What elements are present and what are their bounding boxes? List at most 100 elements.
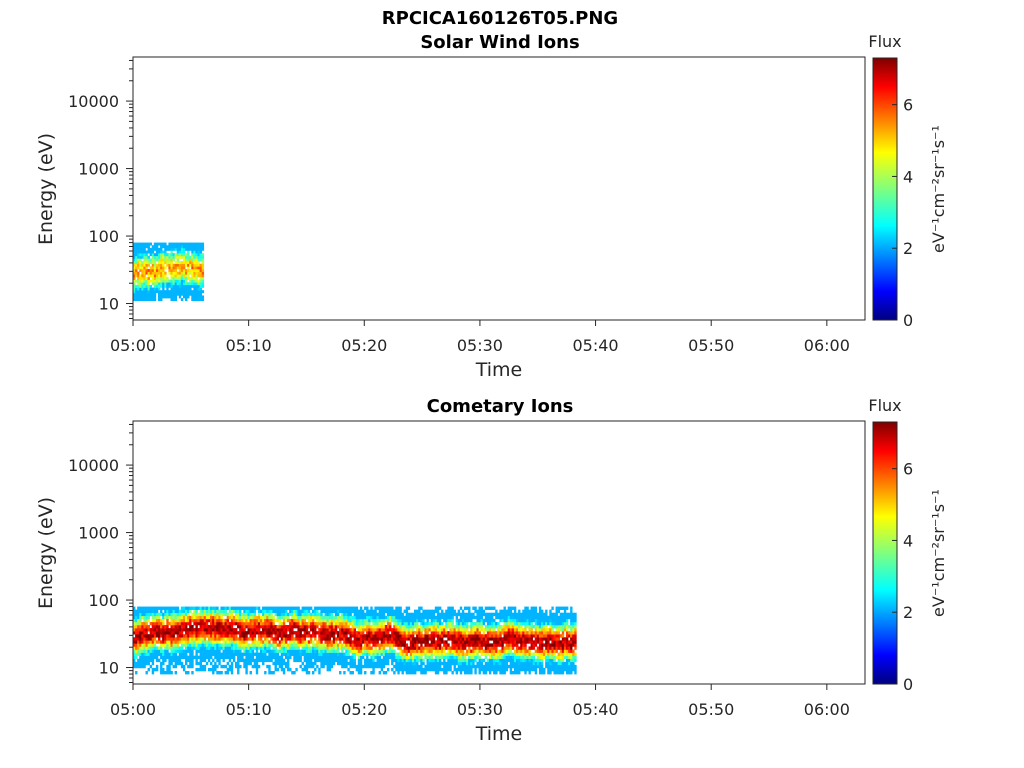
- spectrogram-cell: [160, 255, 163, 259]
- spectrogram-cell: [191, 624, 194, 629]
- spectrogram-cell: [259, 618, 263, 623]
- spectrogram-cell: [168, 606, 171, 610]
- spectrogram-cell: [538, 631, 542, 635]
- spectrogram-cell: [151, 276, 155, 280]
- spectrogram-cell: [143, 290, 146, 294]
- spectrogram-cell: [466, 640, 469, 644]
- y-tick-label: 10000: [68, 92, 119, 111]
- spectrogram-cell: [178, 624, 182, 629]
- spectrogram-cell: [189, 615, 192, 620]
- spectrogram-cell: [326, 621, 329, 626]
- spectrogram-cell: [445, 664, 448, 669]
- spectrogram-cell: [222, 631, 225, 635]
- spectrogram-cell: [374, 661, 377, 666]
- spectrogram-cell: [424, 628, 427, 632]
- spectrogram-cell: [249, 618, 252, 623]
- spectrogram-cell: [509, 661, 513, 666]
- spectrogram-cell: [195, 628, 198, 632]
- spectrogram-cell: [314, 624, 317, 629]
- spectrogram-cell: [414, 658, 417, 663]
- spectrogram-cell: [149, 250, 153, 254]
- spectrogram-cell: [155, 640, 159, 644]
- spectrogram-cell: [174, 643, 178, 647]
- spectrogram-cell: [212, 664, 215, 669]
- spectrogram-cell: [137, 612, 140, 617]
- spectrogram-cell: [503, 658, 506, 663]
- spectrogram-cell: [495, 640, 498, 644]
- spectrogram-cell: [474, 667, 477, 672]
- spectrogram-cell: [513, 664, 517, 669]
- spectrogram-cell: [432, 661, 436, 666]
- spectrogram-cell: [185, 284, 188, 288]
- spectrogram-cell: [538, 609, 542, 614]
- spectrogram-cell: [530, 640, 533, 644]
- spectrogram-cell: [143, 263, 146, 267]
- spectrogram-cell: [366, 612, 369, 617]
- panel-solar-wind-ions: Solar Wind Ions 05:00 05:10 05:20 05:30 05:4…: [35, 32, 948, 381]
- spectrogram-cell: [397, 643, 400, 647]
- spectrogram-cell: [497, 661, 500, 666]
- spectrogram-cell: [201, 624, 205, 629]
- spectrogram-cell: [516, 628, 519, 632]
- spectrogram-cell: [393, 621, 396, 626]
- spectrogram-cell: [480, 637, 483, 641]
- spectrogram-cell: [574, 615, 577, 620]
- spectrogram-cell: [178, 255, 182, 259]
- spectrogram-cell: [191, 643, 194, 647]
- spectrogram-cell: [524, 615, 527, 620]
- spectrogram-cell: [513, 661, 517, 666]
- spectrogram-cell: [420, 621, 423, 626]
- spectrogram-cell: [468, 646, 471, 650]
- spectrogram-cell: [434, 634, 438, 638]
- spectrogram-cell: [222, 634, 225, 638]
- spectrogram-cell: [137, 287, 140, 291]
- spectrogram-cell: [466, 624, 469, 629]
- spectrogram-cell: [328, 631, 332, 635]
- spectrogram-cell: [239, 643, 242, 647]
- spectrogram-cell: [407, 646, 411, 650]
- spectrogram-cell: [205, 612, 209, 617]
- spectrogram-cell: [172, 649, 175, 653]
- spectrogram-cell: [470, 637, 473, 641]
- spectrogram-cell: [133, 263, 136, 267]
- spectrogram-cell: [228, 658, 232, 663]
- spectrogram-cell: [528, 649, 531, 653]
- spectrogram-cell: [488, 661, 492, 666]
- spectrogram-cell: [216, 649, 219, 653]
- spectrogram-cell: [416, 624, 419, 629]
- spectrogram-cell: [495, 637, 498, 641]
- spectrogram-cell: [470, 615, 473, 620]
- spectrogram-cell: [449, 646, 452, 650]
- spectrogram-cell: [345, 615, 348, 620]
- spectrogram-cell: [203, 667, 207, 672]
- spectrogram-cell: [422, 649, 425, 653]
- spectrogram-cell: [445, 652, 448, 656]
- spectrogram-cell: [538, 643, 542, 647]
- spectrogram-cell: [199, 287, 202, 291]
- spectrogram-cell: [135, 250, 138, 254]
- spectrogram-cell: [139, 284, 142, 288]
- spectrogram-cell: [178, 615, 182, 620]
- spectrogram-cell: [133, 664, 136, 669]
- spectrogram-cell: [170, 261, 173, 265]
- spectrogram-cell: [384, 634, 388, 638]
- spectrogram-cell: [262, 658, 265, 663]
- spectrogram-cell: [259, 637, 263, 641]
- spectrogram-cell: [149, 628, 153, 632]
- spectrogram-cell: [191, 250, 194, 254]
- spectrogram-cell: [187, 643, 190, 647]
- spectrogram-cell: [205, 634, 209, 638]
- spectrogram-cell: [270, 658, 273, 663]
- spectrogram-cell: [174, 661, 178, 666]
- spectrogram-cell: [574, 640, 577, 644]
- spectrogram-cell: [191, 242, 194, 246]
- spectrogram-cell: [135, 284, 138, 288]
- spectrogram-cell: [499, 655, 502, 660]
- spectrogram-cell: [497, 655, 500, 660]
- spectrogram-cell: [282, 615, 286, 620]
- spectrogram-cell: [532, 658, 536, 663]
- spectrogram-cell: [538, 634, 542, 638]
- spectrogram-cell: [568, 661, 571, 666]
- spectrogram-cell: [447, 606, 450, 610]
- spectrogram-cell: [503, 664, 506, 669]
